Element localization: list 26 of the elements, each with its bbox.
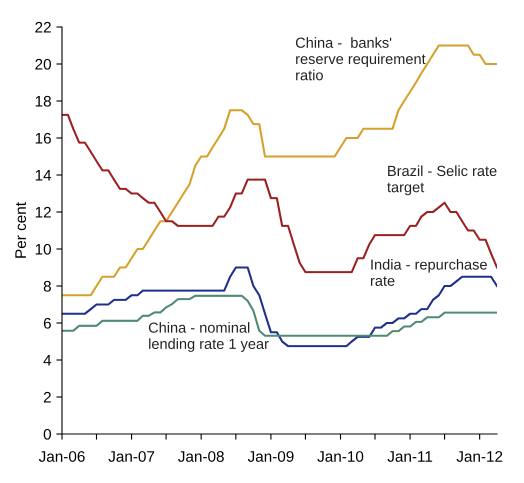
x-tick-label: Jan-10: [317, 451, 364, 462]
y-tick-label: 22: [35, 22, 51, 33]
y-axis-title: Per cent: [15, 202, 26, 258]
x-tick-label: Jan-07: [108, 451, 154, 462]
series-label: China - nominal lending rate 1 year: [148, 322, 269, 352]
y-tick-label: 18: [36, 96, 51, 107]
x-tick-label: Jan-12: [456, 451, 502, 462]
y-tick-label: 12: [36, 206, 51, 218]
y-tick-label: 10: [36, 244, 51, 255]
series-label: Brazil - Selic rate target: [387, 165, 497, 196]
x-tick-label: Jan-08: [178, 451, 224, 462]
x-tick-label: Jan-06: [38, 451, 85, 462]
line-series: [62, 114, 497, 274]
x-tick-label: Jan-09: [248, 451, 294, 462]
series-label: India - repurchase rate: [370, 258, 487, 286]
y-tick-label: 20: [35, 58, 51, 70]
y-tick-label: 14: [36, 170, 52, 181]
y-tick-label: 16: [36, 132, 51, 144]
line-series: [62, 294, 497, 337]
x-tick-label: Jan-11: [388, 451, 432, 462]
y-tick-label: 2: [44, 392, 51, 403]
series-label: China - banks' reserve requirement ratio: [296, 37, 426, 80]
y-tick-label: 8: [44, 280, 51, 292]
y-tick-label: 6: [44, 318, 51, 329]
y-tick-label: 0: [44, 428, 51, 440]
y-tick-label: 4: [43, 355, 52, 366]
